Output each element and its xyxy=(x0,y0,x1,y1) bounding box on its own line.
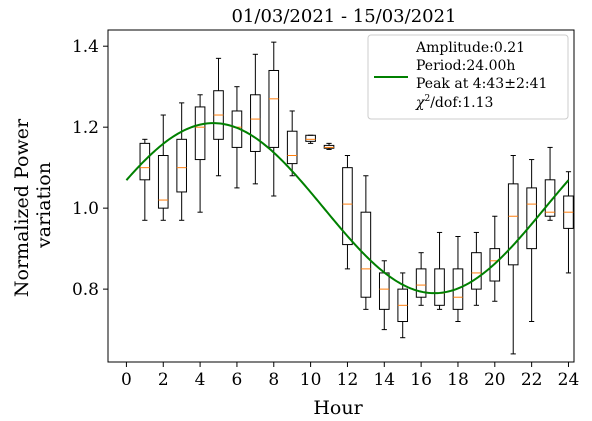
legend-chi-symbol: χ xyxy=(415,95,426,111)
y-tick-label: 1.2 xyxy=(72,118,99,138)
axes: 0 2 4 6 8 10 12 14 16 18 20 22 240.81.01.21.4 xyxy=(72,29,580,390)
y-axis-label-line-2: variation xyxy=(33,162,55,249)
x-tick-label: 16 xyxy=(410,370,432,390)
box-hour-11 xyxy=(323,142,335,150)
box-body xyxy=(415,268,427,298)
x-tick-label: 2 xyxy=(158,370,169,390)
box-hour-24 xyxy=(563,171,574,274)
box-body xyxy=(544,179,556,217)
box-body xyxy=(176,138,187,193)
box-body xyxy=(157,155,169,209)
box-body xyxy=(194,106,206,161)
box-hour-13 xyxy=(360,175,372,310)
plot-frame xyxy=(107,29,575,363)
x-tick-label: 4 xyxy=(195,370,206,390)
legend-box xyxy=(367,34,569,120)
box-hour-23 xyxy=(544,146,556,221)
box-body xyxy=(434,268,445,306)
fit-curve-layer xyxy=(125,122,570,295)
box-body xyxy=(139,142,151,181)
box-body xyxy=(286,130,298,165)
box-hour-16 xyxy=(415,252,427,306)
box-hour-14 xyxy=(378,260,390,331)
x-tick-label: 8 xyxy=(268,370,279,390)
legend-chi-value: /dof:1.13 xyxy=(430,95,493,111)
plot-area xyxy=(139,41,574,355)
box-body xyxy=(250,94,261,152)
box-hour-5 xyxy=(213,57,224,177)
y-tick-label: 0.8 xyxy=(72,280,99,300)
x-axis-label: Hour xyxy=(313,397,363,419)
legend: Amplitude:0.21 Period:24.00h Peak at 4:4… xyxy=(367,34,569,120)
box-hour-15 xyxy=(397,272,409,339)
box-hour-10 xyxy=(305,134,316,144)
x-tick-label: 18 xyxy=(447,370,469,390)
box-hour-7 xyxy=(250,53,261,185)
box-hour-18 xyxy=(452,235,464,323)
box-hour-2 xyxy=(157,114,169,221)
x-tick-label: 0 xyxy=(121,370,132,390)
box-body xyxy=(342,167,353,246)
box-hour-4 xyxy=(194,94,206,213)
x-tick-label: 22 xyxy=(521,370,543,390)
x-tick-label: 12 xyxy=(337,370,359,390)
x-tick-label: 20 xyxy=(484,370,506,390)
box-body xyxy=(471,252,482,290)
box-hour-22 xyxy=(526,159,537,323)
legend-period: Period:24.00h xyxy=(416,58,515,74)
y-tick-label: 1.4 xyxy=(72,37,99,57)
x-tick-label: 24 xyxy=(558,370,580,390)
box-hour-20 xyxy=(489,215,501,302)
chart-title: 01/03/2021 - 15/03/2021 xyxy=(231,6,456,27)
y-tick-label: 1.0 xyxy=(72,199,99,219)
box-hour-12 xyxy=(342,155,353,270)
box-body xyxy=(526,187,537,250)
box-hour-1 xyxy=(139,138,151,221)
x-tick-label: 14 xyxy=(373,370,395,390)
box-hour-3 xyxy=(176,102,187,221)
fit-curve-line xyxy=(125,122,570,295)
box-body xyxy=(323,144,335,149)
y-axis-label: Normalized Power variation xyxy=(11,113,55,297)
legend-chi2: χ2/dof:1.13 xyxy=(415,94,493,111)
box-body xyxy=(507,183,519,266)
box-hour-19 xyxy=(471,231,482,306)
x-tick-label: 6 xyxy=(232,370,243,390)
box-body xyxy=(268,69,280,148)
box-hour-6 xyxy=(231,86,243,189)
box-hour-21 xyxy=(507,155,519,355)
box-body xyxy=(489,248,501,282)
legend-amplitude: Amplitude:0.21 xyxy=(415,40,525,56)
box-body xyxy=(378,272,390,310)
box-body xyxy=(305,134,316,142)
box-hour-17 xyxy=(434,231,445,310)
y-axis-label-line-1: Normalized Power xyxy=(11,118,33,297)
x-tick-label: 10 xyxy=(300,370,322,390)
box-body xyxy=(360,211,372,298)
legend-chi-superscript: 2 xyxy=(424,94,430,104)
box-hour-9 xyxy=(286,110,298,177)
legend-peak: Peak at 4:43±2:41 xyxy=(416,76,547,92)
box-hour-8 xyxy=(268,41,280,197)
